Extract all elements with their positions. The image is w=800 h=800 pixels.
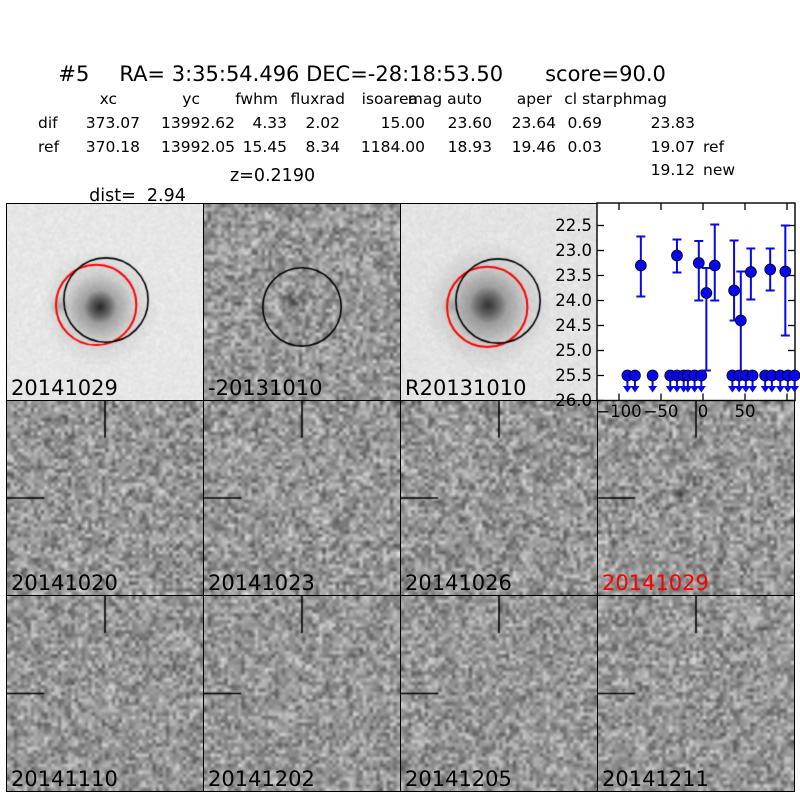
page-title: #5 RA= 3:35:54.496 DEC=-28:18:53.50 score=… bbox=[45, 38, 666, 86]
dist-z-line: dist= 2.94 z=0.2190 bbox=[78, 166, 315, 226]
table-value: 15.00 bbox=[380, 114, 425, 132]
table-value: 19.07 bbox=[650, 138, 695, 156]
dist-value: dist= 2.94 bbox=[89, 186, 186, 206]
phmag-new-value: 19.12 bbox=[650, 161, 695, 179]
candidate-coordinates: RA= 3:35:54.496 DEC=-28:18:53.50 bbox=[119, 62, 504, 86]
table-value: 370.18 bbox=[85, 138, 140, 156]
cutout-label: -20131010 bbox=[208, 376, 323, 400]
cutout-label: 20141029 bbox=[602, 571, 709, 595]
cutout-label: 20141026 bbox=[405, 571, 512, 595]
lightcurve-panel bbox=[597, 203, 795, 401]
cutout-label: 20141202 bbox=[208, 767, 315, 791]
cutout-panel: -20131010 bbox=[203, 203, 401, 401]
column-header: fluxrad bbox=[290, 90, 345, 108]
column-header: phmag bbox=[612, 90, 667, 108]
table-value: 15.45 bbox=[242, 138, 287, 156]
column-header: aper bbox=[516, 90, 552, 108]
column-header: yc bbox=[182, 90, 200, 108]
cutout-label: 20141029 bbox=[11, 376, 118, 400]
table-value: 4.33 bbox=[252, 114, 287, 132]
cutout-panel: R20131010 bbox=[400, 203, 598, 401]
cutout-panel: 20141205 bbox=[400, 595, 598, 792]
table-value: 13992.62 bbox=[161, 114, 235, 132]
table-value: 18.93 bbox=[447, 138, 492, 156]
cutout-grid: 20141029 -20131010 R20131010 20141020 201410… bbox=[6, 203, 795, 792]
table-value: 23.60 bbox=[447, 114, 492, 132]
cutout-label: 20141020 bbox=[11, 571, 118, 595]
cutout-panel: 20141020 bbox=[6, 400, 204, 596]
cutout-panel: 20141029 bbox=[597, 400, 795, 596]
cutout-panel: 20141026 bbox=[400, 400, 598, 596]
column-header: cl star bbox=[564, 90, 612, 108]
candidate-score: score=90.0 bbox=[545, 62, 666, 86]
cutout-panel: 20141211 bbox=[597, 595, 795, 792]
cutout-panel: 20141110 bbox=[6, 595, 204, 792]
cutout-panel: 20141023 bbox=[203, 400, 401, 596]
table-value: 23.64 bbox=[511, 114, 556, 132]
table-value: 373.07 bbox=[85, 114, 140, 132]
table-value: 0.03 bbox=[567, 138, 602, 156]
cutout-label: 20141211 bbox=[602, 767, 709, 791]
table-value: 1184.00 bbox=[360, 138, 425, 156]
table-value: 0.69 bbox=[567, 114, 602, 132]
row-label: ref bbox=[38, 138, 60, 156]
column-header: isoarea bbox=[361, 90, 418, 108]
cutout-panel: 20141202 bbox=[203, 595, 401, 792]
column-header: mag auto bbox=[407, 90, 482, 108]
phmag-new-suffix: new bbox=[703, 161, 736, 179]
table-value: 2.02 bbox=[305, 114, 340, 132]
table-value: 8.34 bbox=[305, 138, 340, 156]
phmag-suffix: ref bbox=[703, 138, 725, 156]
cutout-label: 20141205 bbox=[405, 767, 512, 791]
table-value: 19.46 bbox=[511, 138, 556, 156]
cutout-label: 20141023 bbox=[208, 571, 315, 595]
column-header: fwhm bbox=[235, 90, 278, 108]
column-header: xc bbox=[99, 90, 117, 108]
cutout-panel: 20141029 bbox=[6, 203, 204, 401]
redshift-value: z=0.2190 bbox=[230, 166, 316, 186]
table-value: 13992.05 bbox=[161, 138, 235, 156]
candidate-id: #5 bbox=[58, 62, 90, 86]
cutout-label: R20131010 bbox=[405, 376, 527, 400]
cutout-label: 20141110 bbox=[11, 767, 118, 791]
row-label: dif bbox=[38, 114, 58, 132]
table-value: 23.83 bbox=[650, 114, 695, 132]
